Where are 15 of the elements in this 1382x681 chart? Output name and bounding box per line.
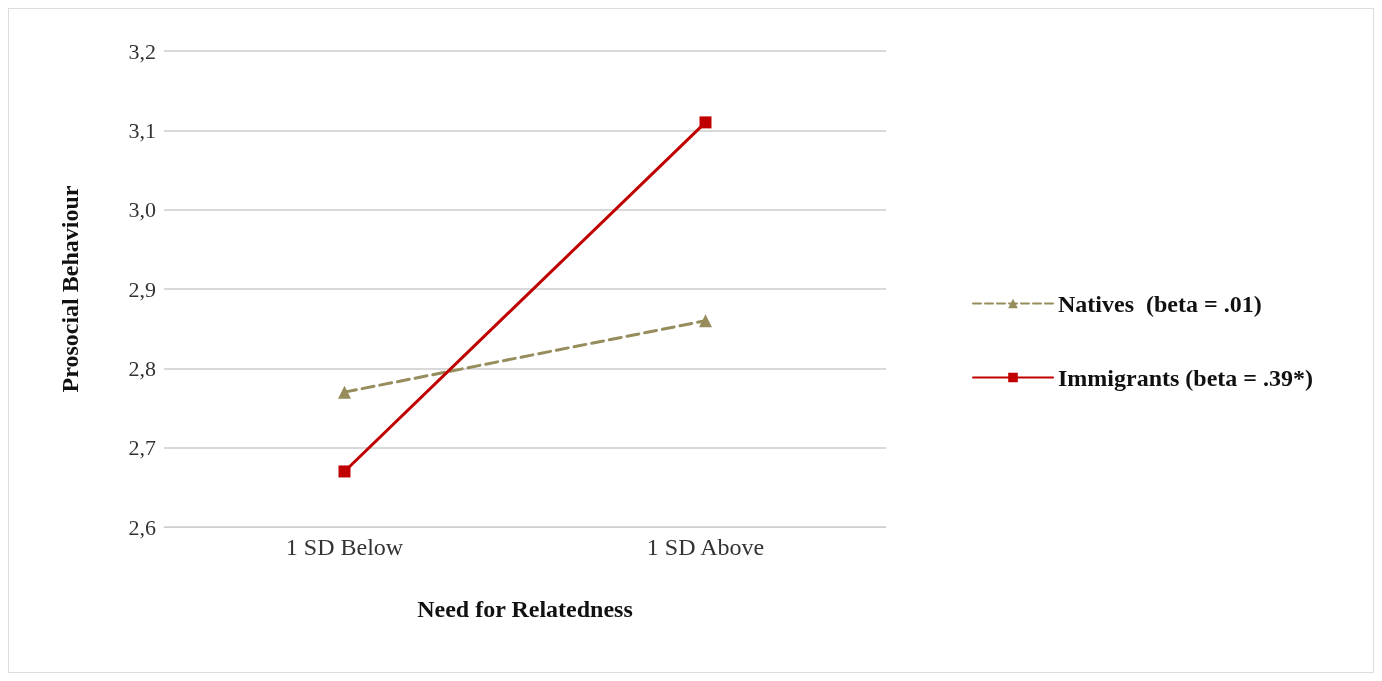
y-tick-label: 2,9: [128, 276, 156, 302]
x-tick-label: 1 SD Below: [285, 534, 404, 560]
y-tick-label: 3,1: [128, 117, 156, 143]
y-tick-label: 3,0: [128, 197, 156, 223]
y-tick-label: 2,8: [128, 355, 156, 381]
y-tick-label: 2,7: [128, 435, 156, 461]
y-tick-label: 3,2: [128, 38, 156, 64]
legend-label: Immigrants (beta = .39*): [1058, 364, 1313, 391]
point: [338, 465, 351, 478]
point: [699, 116, 712, 129]
legend-label: Natives (beta = .01): [1058, 290, 1262, 317]
y-axis-title: Prosocial Behaviour: [57, 185, 83, 393]
x-axis-title: Need for Relatedness: [417, 596, 633, 622]
x-tick-label: 1 SD Above: [646, 534, 765, 560]
y-tick-label: 2,6: [128, 514, 156, 540]
